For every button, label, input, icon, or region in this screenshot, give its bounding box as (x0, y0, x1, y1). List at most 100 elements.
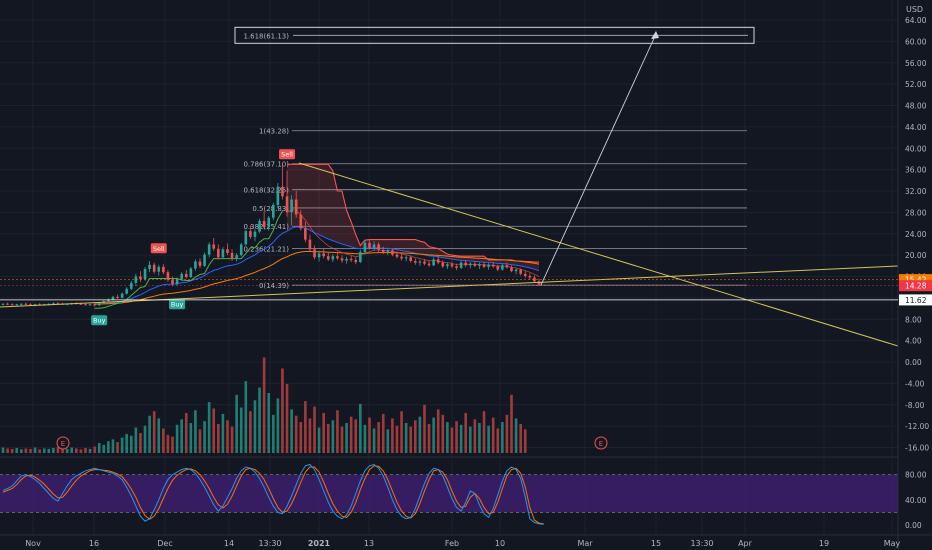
volume-bar (166, 434, 170, 453)
volume-bar (308, 418, 312, 453)
time-tick-label: 14 (224, 539, 234, 548)
time-tick-label: 2021 (308, 539, 331, 548)
volume-bar (290, 409, 293, 453)
earnings-label: E (61, 440, 65, 448)
volume-bar (391, 418, 394, 453)
volume-bar (111, 439, 115, 453)
volume-bar (253, 400, 257, 453)
candle-body (368, 242, 371, 248)
volume-bar (478, 423, 481, 453)
candle-body (281, 186, 284, 197)
candle-body (345, 258, 348, 261)
candle-body (400, 256, 403, 259)
candle-body (171, 279, 174, 284)
price-tick-label: -16.00 (905, 444, 929, 453)
candle-body (386, 250, 390, 252)
volume-bar (97, 443, 101, 453)
stochastic-tick-label: 0.00 (905, 521, 922, 530)
volume-bar (148, 415, 151, 453)
candle-body (501, 265, 504, 270)
volume-bar (473, 419, 477, 453)
candle-body (6, 303, 9, 305)
volume-bar (15, 448, 19, 453)
candle-body (52, 303, 55, 305)
price-tick-label: 4.00 (905, 337, 922, 346)
candle-body (271, 204, 275, 218)
time-tick-label: 13 (364, 539, 374, 548)
candle-body (533, 277, 536, 282)
volume-bar (271, 414, 275, 453)
volume-bar (38, 449, 41, 453)
resistance-trendline (298, 162, 899, 347)
candle-body (336, 256, 339, 259)
volume-bar (125, 433, 128, 453)
time-tick-label: May (884, 539, 901, 548)
stochastic-pane[interactable] (0, 456, 898, 525)
volume-bar (189, 423, 193, 453)
price-tick-label: 32.00 (905, 187, 927, 196)
volume-bar (276, 398, 280, 453)
volume-bar (134, 427, 138, 453)
candle-body (29, 304, 32, 306)
price-label-text: 14.28 (905, 282, 927, 291)
volume-bar (281, 368, 284, 453)
volume-bar (404, 423, 408, 453)
sell-signal-label: Sell (153, 245, 165, 253)
candle-body (262, 220, 266, 228)
candle-body (10, 304, 14, 306)
candle-body (217, 248, 220, 258)
time-tick-label: 10 (495, 539, 505, 548)
candle-body (125, 288, 128, 294)
grid (0, 0, 898, 535)
arrow-head-icon (651, 31, 659, 39)
volume-bar (29, 448, 32, 453)
ema-fast-line (286, 209, 540, 277)
candle-body (93, 304, 96, 306)
fibonacci-levels[interactable]: 1.618(61.13) 1(43.28) 0.786(37.10) 0.618(32… (234, 26, 755, 290)
price-axis[interactable]: 64.00 60.00 56.00 52.00 48.00 44.00 40.00 36.00… (897, 0, 929, 550)
time-axis[interactable]: Nov 16 Dec 14 13:30 2021 13 Feb 10 Mar 15 13:30 Apr 1… (0, 534, 932, 548)
candle-body (473, 263, 477, 266)
volume-bar (400, 411, 403, 453)
volume-bar (313, 406, 316, 453)
time-tick-label: 13:30 (258, 539, 281, 548)
volume-bar (175, 424, 179, 453)
volume-bar (294, 415, 298, 453)
fib-label: 0.5(28.83) (252, 205, 289, 213)
candle-body (267, 217, 271, 228)
candle-body (432, 259, 435, 266)
candle-body (491, 264, 495, 267)
buy-signal-badge (91, 315, 108, 326)
volume-bar (129, 435, 133, 453)
volume-bar (262, 357, 266, 453)
volume-bar (514, 418, 518, 453)
candle-body (203, 254, 206, 266)
candle-body (235, 255, 238, 259)
signal-labels: Buy Sell Buy Sell (91, 149, 296, 326)
candle-body (446, 264, 449, 267)
candle-body (84, 304, 87, 306)
earnings-icon (56, 436, 70, 450)
volume-bar (171, 436, 174, 453)
candle-body (129, 282, 133, 289)
fib-label: 0.236(21.21) (243, 246, 289, 254)
candle-body (514, 269, 518, 272)
candle-body (363, 242, 367, 252)
candle-body (528, 275, 532, 278)
candle-body (180, 273, 183, 280)
candle-body (33, 304, 37, 306)
candle-body (436, 259, 440, 263)
volume-bar (203, 421, 206, 453)
volume-bar (107, 441, 110, 453)
candle-body (381, 249, 385, 252)
ema-blue-line (94, 226, 540, 305)
candle-body (299, 214, 303, 229)
candle-body (79, 303, 83, 305)
sell-signal-badge (279, 149, 296, 160)
stochastic-d-line (2, 465, 544, 525)
volume-bar (441, 414, 445, 453)
candle-body (97, 302, 101, 306)
